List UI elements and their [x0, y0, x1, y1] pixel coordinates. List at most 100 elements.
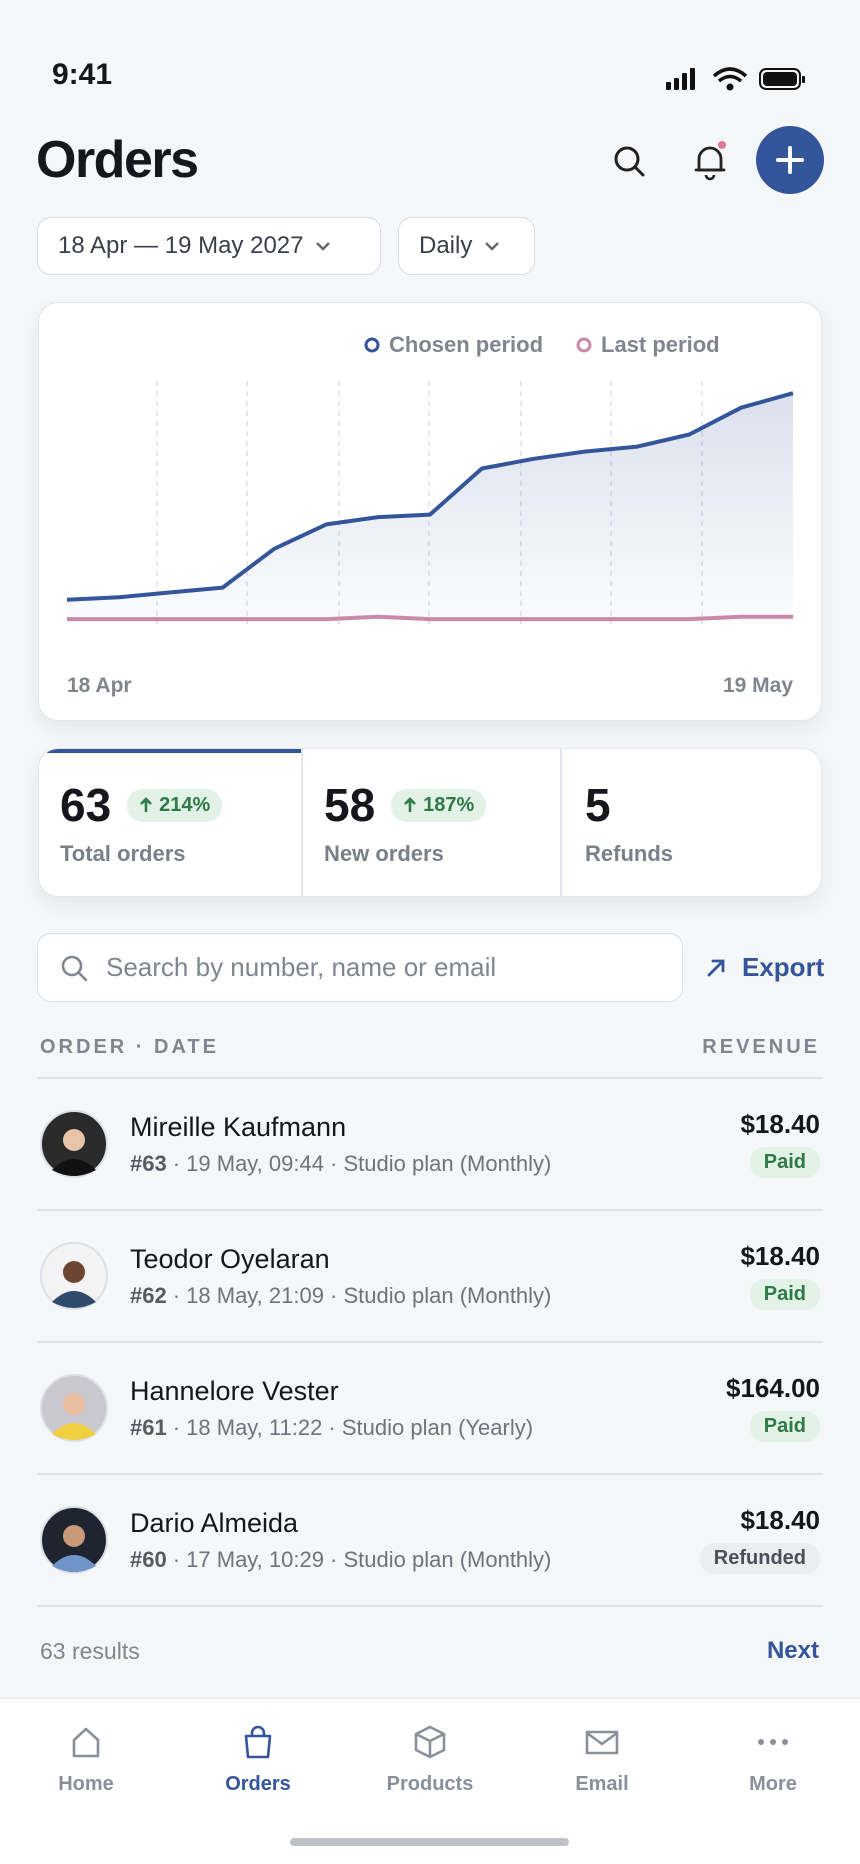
- search-icon: [61, 955, 88, 981]
- stat-value: 5: [585, 779, 611, 831]
- chevron: [316, 242, 331, 251]
- tab-label[interactable]: Products: [386, 1773, 474, 1795]
- result-count: 63 results: [40, 1638, 140, 1664]
- interval: Daily: [419, 232, 473, 259]
- notifications-icon[interactable]: [690, 140, 730, 184]
- tab-icon: [585, 1730, 619, 1755]
- line: [66, 391, 794, 602]
- page-title: Orders: [36, 131, 199, 189]
- divider: [560, 749, 562, 896]
- stat-value: 63: [60, 779, 112, 831]
- change-badge: 214%: [127, 788, 223, 822]
- tab-icon: [758, 1739, 788, 1745]
- tab-label[interactable]: Home: [58, 1773, 114, 1795]
- icon: [414, 1725, 446, 1759]
- icon: [72, 1727, 100, 1758]
- dot: [782, 1739, 788, 1745]
- status-icons: [666, 67, 805, 91]
- export-icon: [707, 959, 725, 976]
- order-amount: $18.40: [740, 1241, 820, 1271]
- avatar-head: [63, 1393, 85, 1415]
- avatar-body: [52, 1291, 96, 1308]
- legend-marker: [364, 337, 380, 353]
- stat-value: 58: [324, 779, 376, 831]
- date-range: 18 Apr — 19 May 2027: [58, 232, 304, 259]
- avatar-body: [52, 1423, 96, 1440]
- status-time: 9:41: [52, 58, 113, 91]
- order-amount: $18.40: [740, 1505, 820, 1535]
- up-arrow: [140, 797, 153, 812]
- tab-bar: [0, 1698, 860, 1864]
- up-arrow: [404, 797, 417, 812]
- customer-name: Teodor Oyelaran: [130, 1244, 330, 1274]
- customer-name: Hannelore Vester: [130, 1376, 339, 1406]
- stat-label: New orders: [324, 841, 444, 866]
- tab-label[interactable]: Orders: [225, 1773, 291, 1795]
- change-value: 187%: [423, 793, 475, 816]
- tab-icon: [244, 1725, 272, 1759]
- tab-icon: [414, 1725, 446, 1759]
- home-indicator: [290, 1838, 569, 1846]
- divider: [301, 749, 303, 896]
- customer-name: Mireille Kaufmann: [130, 1112, 347, 1142]
- interval-picker[interactable]: Daily: [398, 217, 535, 275]
- avatar-body: [52, 1555, 96, 1572]
- customer-name: Dario Almeida: [130, 1508, 299, 1538]
- arrow: [140, 797, 153, 812]
- x-tick-label: 19 May: [723, 674, 793, 697]
- order-number: #63: [130, 1151, 167, 1176]
- legend-marker: [576, 337, 592, 353]
- stat-label: Total orders: [60, 841, 186, 866]
- search-icon[interactable]: [610, 142, 650, 182]
- legend-label: Chosen period: [389, 332, 543, 357]
- arrow: [404, 797, 417, 812]
- tab-icon: [72, 1727, 100, 1758]
- change-value: 214%: [159, 793, 211, 816]
- order-number: #62: [130, 1283, 167, 1308]
- avatar: [40, 1374, 108, 1442]
- dot: [758, 1739, 764, 1745]
- order-details: #60 · 17 May, 10:29 · Studio plan (Monthl…: [130, 1547, 551, 1573]
- avatar-body: [52, 1159, 96, 1176]
- area: [67, 393, 793, 624]
- export-button[interactable]: Export: [706, 952, 824, 983]
- order-number: #61: [130, 1415, 167, 1440]
- tab-label[interactable]: More: [749, 1773, 797, 1795]
- divider: [37, 1077, 823, 1079]
- change-badge: 187%: [391, 788, 487, 822]
- order-meta: · 18 May, 11:22 · Studio plan (Yearly): [172, 1415, 534, 1440]
- order-amount: $18.40: [740, 1109, 820, 1139]
- icon: [585, 1730, 619, 1755]
- status-badge: Paid: [749, 1147, 820, 1178]
- avatar-head: [63, 1261, 85, 1283]
- avatar-head: [63, 1525, 85, 1547]
- line: [67, 614, 793, 622]
- date-range-picker[interactable]: 18 Apr — 19 May 2027: [37, 217, 381, 275]
- order-amount: $164.00: [726, 1373, 820, 1403]
- stat-label: Refunds: [585, 841, 673, 866]
- export-label: Export: [742, 952, 825, 982]
- divider: [37, 1209, 823, 1211]
- divider: [37, 1341, 823, 1343]
- chart: Chosen period Last period 18 Apr 19 May: [66, 332, 794, 697]
- status-badge: Paid: [749, 1279, 820, 1310]
- add-button[interactable]: [752, 122, 832, 202]
- order-details: #62 · 18 May, 21:09 · Studio plan (Monthl…: [130, 1283, 551, 1309]
- status-badge: Refunded: [699, 1543, 820, 1574]
- order-details: #63 · 19 May, 09:44 · Studio plan (Monthl…: [130, 1151, 551, 1177]
- avatar-head: [63, 1129, 85, 1151]
- stat-value-row: 63 214%: [60, 778, 223, 832]
- avatar: [40, 1110, 108, 1178]
- column-header: REVENUE: [702, 1036, 820, 1058]
- avatar: [40, 1242, 108, 1310]
- next-button[interactable]: Next: [766, 1637, 819, 1664]
- search-box[interactable]: Search by number, name or email: [37, 933, 683, 1002]
- dot: [770, 1739, 776, 1745]
- tab-label[interactable]: Email: [575, 1773, 629, 1795]
- order-meta: · 18 May, 21:09 · Studio plan (Monthly): [172, 1283, 552, 1308]
- stat-value-row: 58 187%: [324, 778, 487, 832]
- column-header: ORDER · DATE: [40, 1036, 219, 1058]
- divider: [37, 1473, 823, 1475]
- search-placeholder: Search by number, name or email: [106, 952, 497, 982]
